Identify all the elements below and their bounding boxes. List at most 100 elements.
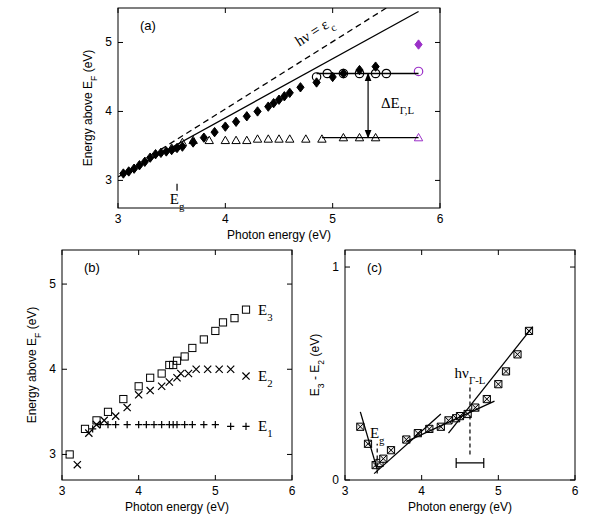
x-tick	[575, 475, 576, 480]
y-tick	[287, 369, 292, 370]
marker	[211, 127, 218, 136]
fit-line	[118, 11, 419, 177]
marker	[275, 135, 283, 142]
marker	[181, 421, 188, 428]
x-tick	[225, 8, 226, 13]
x-tick	[332, 203, 333, 208]
panel: 345601Photon energy (eV)E3 - E2 (eV)(c)E…	[308, 250, 579, 514]
x-tick-label: 5	[495, 484, 502, 498]
marker	[189, 344, 196, 351]
marker	[158, 370, 165, 377]
x-tick-label: 3	[342, 484, 349, 498]
panel: 3456345Photon energy (eV)Energy above EF…	[81, 8, 444, 242]
x-tick-label: 4	[418, 484, 425, 498]
marker	[243, 112, 250, 121]
marker	[242, 423, 249, 430]
fit-line	[161, 8, 386, 149]
fit-line	[449, 327, 533, 433]
marker	[173, 421, 180, 428]
text-part: (eV)	[81, 50, 95, 76]
marker	[135, 391, 142, 398]
marker	[254, 107, 261, 116]
marker	[380, 455, 387, 462]
data-layer	[357, 327, 533, 474]
x-tick-label: 3	[59, 484, 66, 498]
panel: 3456345Photon energy (eV)Energy above EF…	[25, 250, 296, 514]
annotation-text: hν = εc	[292, 13, 338, 53]
marker	[502, 368, 509, 375]
text-part: E	[370, 425, 379, 441]
text-part: (eV)	[25, 307, 39, 333]
text-part: (eV)	[308, 334, 322, 360]
x-axis-label: Photon energy (eV)	[408, 500, 512, 514]
x-tick-label: 6	[437, 212, 444, 226]
marker	[221, 136, 229, 143]
x-axis-label: Photon energy (eV)	[227, 228, 331, 242]
text-part: Energy above E	[25, 338, 39, 423]
y-tick	[345, 480, 350, 481]
y-tick-label: 3	[105, 173, 112, 187]
x-tick	[118, 203, 119, 208]
data-layer	[66, 306, 250, 468]
marker	[185, 370, 192, 377]
x-tick	[332, 8, 333, 13]
fit-line	[322, 137, 419, 138]
annotation-text: Eg	[370, 425, 385, 446]
marker	[231, 315, 238, 322]
x-tick-label: 6	[572, 484, 579, 498]
text-part: hν = ε	[292, 16, 331, 49]
marker	[173, 357, 180, 364]
x-tick	[62, 250, 63, 255]
x-tick-label: 5	[212, 484, 219, 498]
x-tick	[498, 250, 499, 255]
x-tick	[225, 203, 226, 208]
marker	[264, 135, 272, 142]
marker	[74, 461, 81, 468]
marker	[147, 387, 154, 394]
x-tick	[440, 8, 441, 13]
text-part: g	[179, 200, 185, 212]
x-tick	[345, 475, 346, 480]
marker	[104, 421, 111, 428]
x-tick-label: 6	[289, 484, 296, 498]
marker	[357, 423, 364, 430]
marker	[190, 138, 197, 147]
marker	[112, 421, 119, 428]
figure: 3 4 5 6 3 4 5 Photon energy (eV) Energy above EF…	[0, 0, 591, 520]
x-tick	[138, 250, 139, 255]
marker	[120, 395, 127, 402]
marker	[232, 136, 240, 143]
y-tick-label: 0	[332, 473, 339, 487]
marker	[219, 319, 226, 326]
x-tick	[440, 203, 441, 208]
x-tick	[292, 475, 293, 480]
text-part: - E	[308, 365, 322, 384]
marker	[313, 78, 320, 87]
panel-title: (b)	[84, 260, 100, 275]
marker	[227, 423, 234, 430]
marker	[181, 353, 188, 360]
y-tick	[62, 284, 67, 285]
marker	[158, 421, 165, 428]
error-bar	[456, 458, 484, 468]
y-tick-label: 4	[105, 104, 112, 118]
marker	[158, 383, 165, 390]
text-part: c	[328, 21, 339, 34]
marker	[232, 117, 239, 126]
marker	[143, 421, 150, 428]
y-tick	[287, 454, 292, 455]
y-tick-label: 5	[105, 35, 112, 49]
y-tick-label: 3	[49, 447, 56, 461]
marker	[483, 395, 490, 402]
marker	[495, 381, 502, 388]
annotation-text: ΔEΓ,L	[381, 95, 414, 116]
y-tick-label: 5	[49, 277, 56, 291]
text-part: g	[379, 434, 385, 446]
y-tick	[345, 267, 350, 268]
y-axis-label: Energy above EF (eV)	[25, 307, 43, 424]
marker-line	[377, 444, 378, 474]
marker	[112, 413, 119, 420]
annotation-text: hνΓ-L	[455, 365, 486, 386]
marker	[243, 136, 251, 143]
text-part: 1	[267, 427, 272, 439]
